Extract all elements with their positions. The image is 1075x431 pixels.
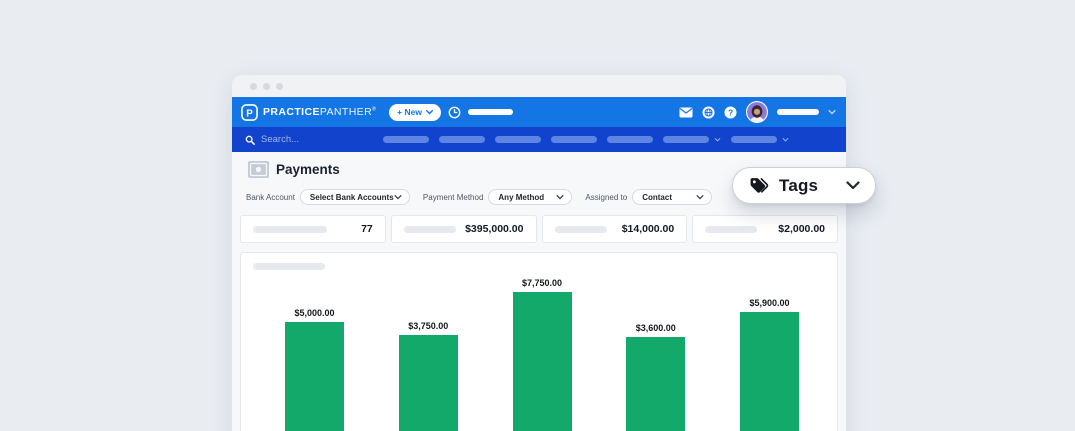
bar-group: $3,600.00: [626, 323, 686, 431]
stat-value: $14,000.00: [621, 223, 675, 235]
nav-placeholder-items: [383, 136, 789, 143]
bar-value-label: $5,000.00: [294, 308, 335, 318]
window-dot[interactable]: [263, 82, 270, 90]
help-icon[interactable]: ?: [724, 105, 737, 119]
filter-value: Contact: [642, 192, 672, 202]
filter-bank-account-dropdown[interactable]: Select Bank Accounts: [299, 189, 410, 205]
search-box[interactable]: [245, 134, 331, 145]
filter-bank-account: Bank Account Select Bank Accounts: [246, 189, 410, 205]
bar-chart: $5,000.00 $3,750.00 $7,750.00 $3,600.00 …: [241, 253, 837, 431]
chart-bar[interactable]: [398, 335, 458, 431]
bar-group: $5,900.00: [740, 298, 799, 431]
stat-value: $395,000.00: [465, 223, 524, 235]
filter-value: Select Bank Accounts: [309, 192, 394, 202]
bar-value-label: $3,750.00: [408, 321, 449, 331]
chevron-down-icon: [714, 137, 721, 142]
filter-label: Bank Account: [246, 192, 295, 202]
chevron-down-icon: [782, 137, 789, 142]
chart-bar[interactable]: [626, 337, 686, 431]
filter-label: Payment Method: [422, 192, 484, 202]
chevron-down-icon: [556, 194, 564, 200]
practicepanther-logo-icon: P: [241, 103, 258, 121]
bar-value-label: $7,750.00: [521, 278, 563, 288]
stat-card: 77: [240, 215, 386, 243]
filter-payment-method-dropdown[interactable]: Any Method: [488, 189, 573, 205]
filter-value: Any Method: [498, 192, 545, 202]
page-title: Payments: [276, 162, 340, 177]
header-placeholder: [467, 109, 513, 115]
chart-bar[interactable]: [512, 292, 572, 431]
new-button[interactable]: + New: [389, 103, 441, 121]
chart-bar[interactable]: [285, 322, 344, 431]
stat-label-placeholder: [403, 225, 456, 233]
main-nav: [232, 127, 846, 152]
search-input[interactable]: [261, 134, 331, 145]
search-icon: [245, 135, 255, 145]
filter-assigned-to: Assigned to Contact: [585, 189, 713, 205]
bar-group: $5,000.00: [285, 308, 344, 431]
brand-name: PRACTICEPANTHER®: [263, 106, 377, 118]
stat-card: $14,000.00: [541, 215, 688, 243]
stat-label-placeholder: [253, 225, 327, 233]
bar-group: $7,750.00: [512, 278, 572, 431]
stat-value: 77: [361, 223, 373, 235]
chart-title-placeholder: [253, 263, 325, 270]
svg-text:?: ?: [728, 107, 733, 117]
payments-page: Payments Bank Account Select Bank Accoun…: [232, 152, 846, 431]
bar-group: $3,750.00: [398, 321, 458, 431]
nav-item-placeholder[interactable]: [383, 136, 429, 143]
chevron-down-icon: [696, 194, 704, 200]
bar-value-label: $3,600.00: [635, 323, 676, 333]
stats-row: 77 $395,000.00 $14,000.00 $2,000.00: [240, 215, 838, 243]
stat-label-placeholder: [554, 225, 607, 233]
globe-icon[interactable]: [702, 105, 715, 119]
banknote-icon: [248, 161, 269, 178]
browser-window: P PRACTICEPANTHER® + New: [232, 75, 846, 431]
bar-value-label: $5,900.00: [749, 298, 790, 308]
filter-label: Assigned to: [585, 192, 628, 202]
stat-label-placeholder: [705, 225, 758, 233]
tags-dropdown-button[interactable]: Tags: [732, 167, 876, 204]
user-name-placeholder: [777, 109, 819, 115]
window-dot[interactable]: [250, 82, 257, 90]
svg-text:P: P: [246, 108, 253, 119]
chart-bar[interactable]: [740, 312, 799, 431]
clock-icon[interactable]: [448, 106, 461, 119]
envelope-icon[interactable]: [679, 107, 693, 118]
nav-item-placeholder[interactable]: [607, 136, 653, 143]
nav-item-placeholder[interactable]: [439, 136, 485, 143]
nav-item-placeholder[interactable]: [551, 136, 597, 143]
filter-payment-method: Payment Method Any Method: [422, 189, 573, 205]
nav-item-placeholder[interactable]: [663, 136, 709, 143]
chevron-down-icon: [846, 181, 860, 190]
filter-assigned-to-dropdown[interactable]: Contact: [632, 189, 713, 205]
practicepanther-logo[interactable]: P PRACTICEPANTHER®: [241, 103, 377, 121]
stat-value: $2,000.00: [778, 223, 825, 235]
filters-row: Bank Account Select Bank Accounts Paymen…: [246, 189, 713, 205]
window-chrome: [232, 75, 846, 97]
tags-label: Tags: [779, 175, 819, 195]
user-avatar[interactable]: [746, 101, 768, 123]
app-header: P PRACTICEPANTHER® + New: [232, 97, 846, 127]
payments-chart-card: $5,000.00 $3,750.00 $7,750.00 $3,600.00 …: [240, 252, 838, 431]
window-dot[interactable]: [276, 82, 283, 90]
nav-item-placeholder[interactable]: [731, 136, 777, 143]
page-title-row: Payments: [248, 161, 340, 178]
stat-card: $395,000.00: [390, 215, 537, 243]
stat-card: $2,000.00: [692, 215, 838, 243]
chevron-down-icon: [394, 194, 402, 200]
nav-item-placeholder[interactable]: [495, 136, 541, 143]
tags-icon: [748, 176, 769, 196]
chevron-down-icon[interactable]: [828, 109, 836, 115]
